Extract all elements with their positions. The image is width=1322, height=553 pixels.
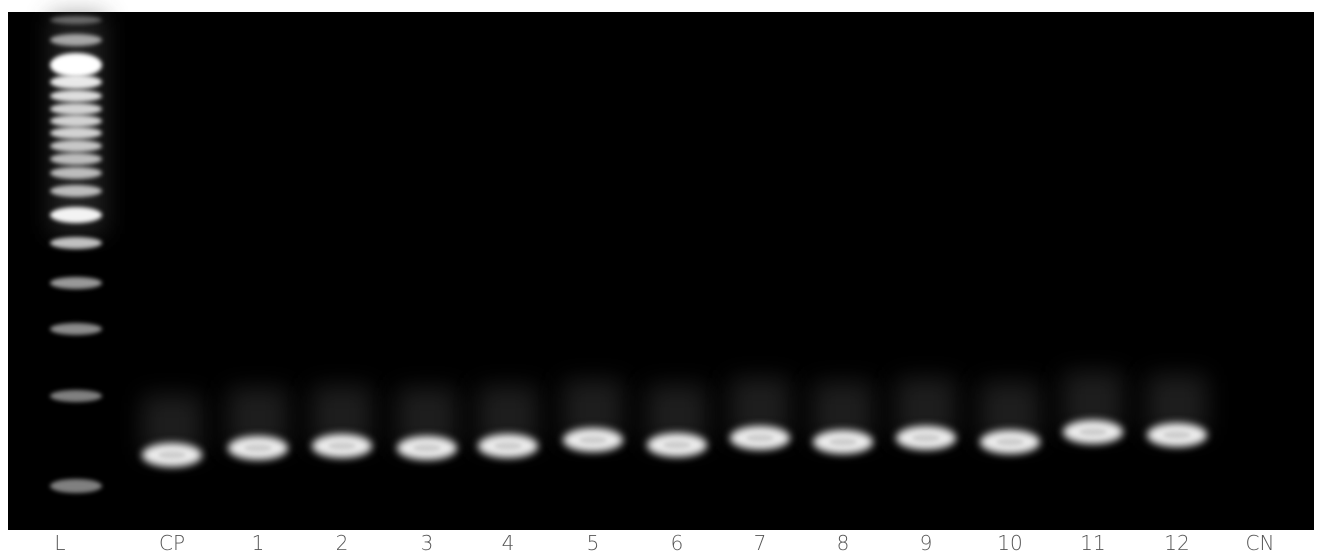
- ladder-band: [50, 34, 102, 46]
- lane-label: 8: [837, 531, 850, 553]
- ladder-band: [50, 103, 102, 115]
- ladder-band: [50, 390, 102, 402]
- lane-label: 5: [587, 531, 600, 553]
- band-core: [663, 441, 691, 449]
- ladder-band: [50, 127, 102, 139]
- ladder-band: [50, 75, 102, 89]
- lane-label: 11: [1080, 531, 1105, 553]
- band-core: [158, 451, 186, 459]
- ladder-band: [50, 323, 102, 335]
- band-core: [328, 442, 356, 450]
- ladder-band: [50, 153, 102, 165]
- lane-label: 6: [671, 531, 684, 553]
- lane-label: 12: [1164, 531, 1189, 553]
- ladder-band: [50, 237, 102, 249]
- lane-label: 10: [997, 531, 1022, 553]
- lane-label: CN: [1246, 531, 1275, 553]
- ladder-band: [50, 90, 102, 102]
- ladder-band: [50, 140, 102, 152]
- ladder-band: [50, 207, 102, 223]
- ladder-band: [50, 53, 102, 77]
- ladder-band: [50, 185, 102, 197]
- band-core: [1163, 431, 1191, 439]
- lane-label: L: [54, 531, 65, 553]
- lane-label: 1: [252, 531, 265, 553]
- band-core: [912, 434, 940, 442]
- band-core: [829, 438, 857, 446]
- lane-label: 9: [920, 531, 933, 553]
- ladder-band: [50, 479, 102, 493]
- lane-label: 2: [336, 531, 349, 553]
- band-core: [746, 434, 774, 442]
- lane-labels: L CP 1 2 3 4 5 6 7 8 9 10 11 12 CN: [54, 531, 1274, 553]
- band-core: [579, 436, 607, 444]
- band-core: [494, 442, 522, 450]
- ladder-band: [50, 115, 102, 127]
- bands: [50, 14, 1207, 493]
- band-core: [413, 444, 441, 452]
- band-core: [996, 438, 1024, 446]
- band-core: [244, 444, 272, 452]
- ladder-band: [50, 16, 102, 24]
- lane-label: 3: [421, 531, 434, 553]
- band-core: [1079, 428, 1107, 436]
- ladder-band: [50, 167, 102, 179]
- lane-label: 7: [754, 531, 767, 553]
- ladder-band: [50, 277, 102, 289]
- lane-label: CP: [159, 531, 185, 553]
- lane-label: 4: [502, 531, 515, 553]
